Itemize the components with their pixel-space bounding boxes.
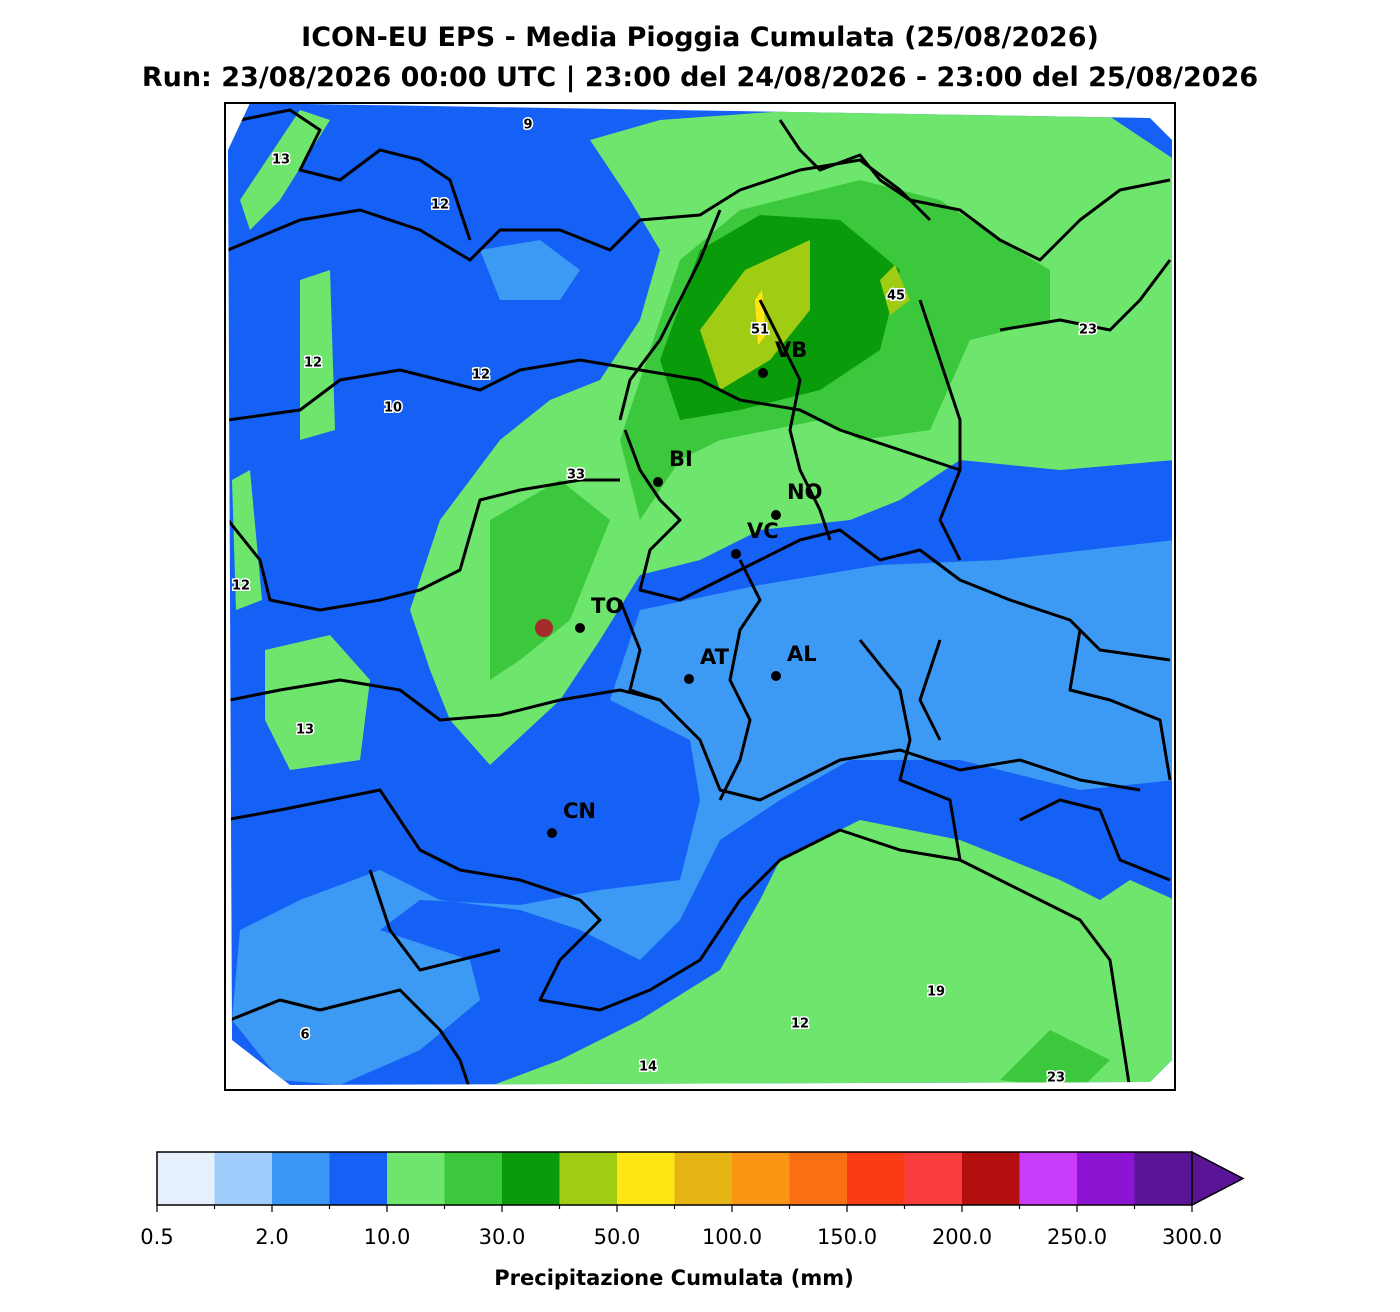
colorbar-segment <box>1134 1152 1193 1205</box>
colorbar-segment <box>329 1152 388 1205</box>
value-label: 12 <box>232 579 250 594</box>
city-label: AL <box>787 642 817 666</box>
colorbar-label: Precipitazione Cumulata (mm) <box>494 1266 853 1290</box>
precipitation-field <box>228 103 1172 1085</box>
field-100-125 <box>700 240 810 390</box>
colorbar-segment <box>847 1152 905 1205</box>
value-labels: 13 9 12 12 12 10 51 45 23 33 12 13 6 14 … <box>230 116 1098 1087</box>
field-100-125 <box>880 265 910 315</box>
colorbar-tick-label: 250.0 <box>1047 1225 1107 1249</box>
city-dot <box>758 368 768 378</box>
city-dot <box>771 671 781 681</box>
colorbar-tick-label: 200.0 <box>932 1225 992 1249</box>
colorbar-tick-label: 30.0 <box>479 1225 526 1249</box>
value-label: 6 <box>300 1028 309 1043</box>
colorbar-segment <box>617 1152 675 1205</box>
value-label: 9 <box>523 118 532 133</box>
value-label: 13 <box>272 153 290 168</box>
colorbar-segment <box>1077 1152 1135 1205</box>
value-label: 12 <box>791 1017 809 1032</box>
colorbar-segment <box>272 1152 330 1205</box>
colorbar-segment <box>559 1152 618 1205</box>
city-label: CN <box>563 799 596 823</box>
value-label: 12 <box>472 368 490 383</box>
colorbar-tick-label: 50.0 <box>594 1225 641 1249</box>
colorbar-tick-label: 150.0 <box>817 1225 877 1249</box>
colorbar-segment <box>1019 1152 1078 1205</box>
borders <box>228 108 1172 1085</box>
value-label: 45 <box>887 289 905 304</box>
colorbar-segment <box>962 1152 1020 1205</box>
field-30-50 <box>300 270 335 440</box>
city-dot <box>771 510 781 520</box>
colorbar-segment <box>502 1152 560 1205</box>
cities: VB BI NO VC TO AT AL CN <box>535 338 822 838</box>
colorbar-segment <box>674 1152 733 1205</box>
colorbar-tick-label: 100.0 <box>702 1225 762 1249</box>
colorbar: 0.5 2.0 10.0 30.0 50.0 100.0 150.0 200.0 250.0 30… <box>140 1150 1245 1249</box>
value-label: 14 <box>639 1060 657 1075</box>
field-2-10 <box>232 540 1172 1085</box>
colorbar-segment <box>444 1152 503 1205</box>
city-label: AT <box>700 645 730 669</box>
city-dot <box>731 549 741 559</box>
colorbar-tick-label: 2.0 <box>255 1225 288 1249</box>
field-50-75 <box>1000 1030 1110 1085</box>
city-dot <box>575 623 585 633</box>
city-label: TO <box>591 594 623 618</box>
value-label: 51 <box>751 323 769 338</box>
field-30-50 <box>232 470 262 610</box>
field-30-50 <box>240 110 330 230</box>
colorbar-tick-label: 300.0 <box>1162 1225 1222 1249</box>
city-label: VB <box>775 338 807 362</box>
map-frame <box>224 102 1176 1091</box>
colorbar-segment <box>387 1152 445 1205</box>
colorbar-segment <box>157 1152 215 1205</box>
field-2-10 <box>480 240 580 300</box>
colorbar-tick-label: 0.5 <box>140 1225 173 1249</box>
location-marker <box>535 619 553 637</box>
subtitle: Run: 23/08/2026 00:00 UTC | 23:00 del 24… <box>142 62 1258 93</box>
title: ICON-EU EPS - Media Pioggia Cumulata (25… <box>301 22 1099 53</box>
colorbar-segment <box>904 1152 963 1205</box>
colorbar-extend <box>1191 1150 1245 1207</box>
value-label: 19 <box>927 985 945 1000</box>
colorbar-tick-label: 10.0 <box>364 1225 411 1249</box>
city-label: NO <box>787 480 822 504</box>
value-label: 23 <box>1079 323 1097 338</box>
field-30-50 <box>265 635 370 770</box>
value-label: 12 <box>431 198 449 213</box>
city-dot <box>547 828 557 838</box>
value-label: 13 <box>296 723 314 738</box>
colorbar-segment <box>214 1152 273 1205</box>
city-label: BI <box>669 447 693 471</box>
value-label: 12 <box>304 356 322 371</box>
value-label: 23 <box>1047 1071 1065 1086</box>
colorbar-segment <box>789 1152 848 1205</box>
colorbar-segment <box>732 1152 790 1205</box>
value-label: 33 <box>567 468 585 483</box>
field-50-75 <box>490 480 610 680</box>
city-dot <box>653 477 663 487</box>
field-125-150 <box>755 290 766 345</box>
value-label: 10 <box>384 401 402 416</box>
city-dot <box>684 674 694 684</box>
field-30-50 <box>480 820 1172 1085</box>
city-label: VC <box>747 519 779 543</box>
